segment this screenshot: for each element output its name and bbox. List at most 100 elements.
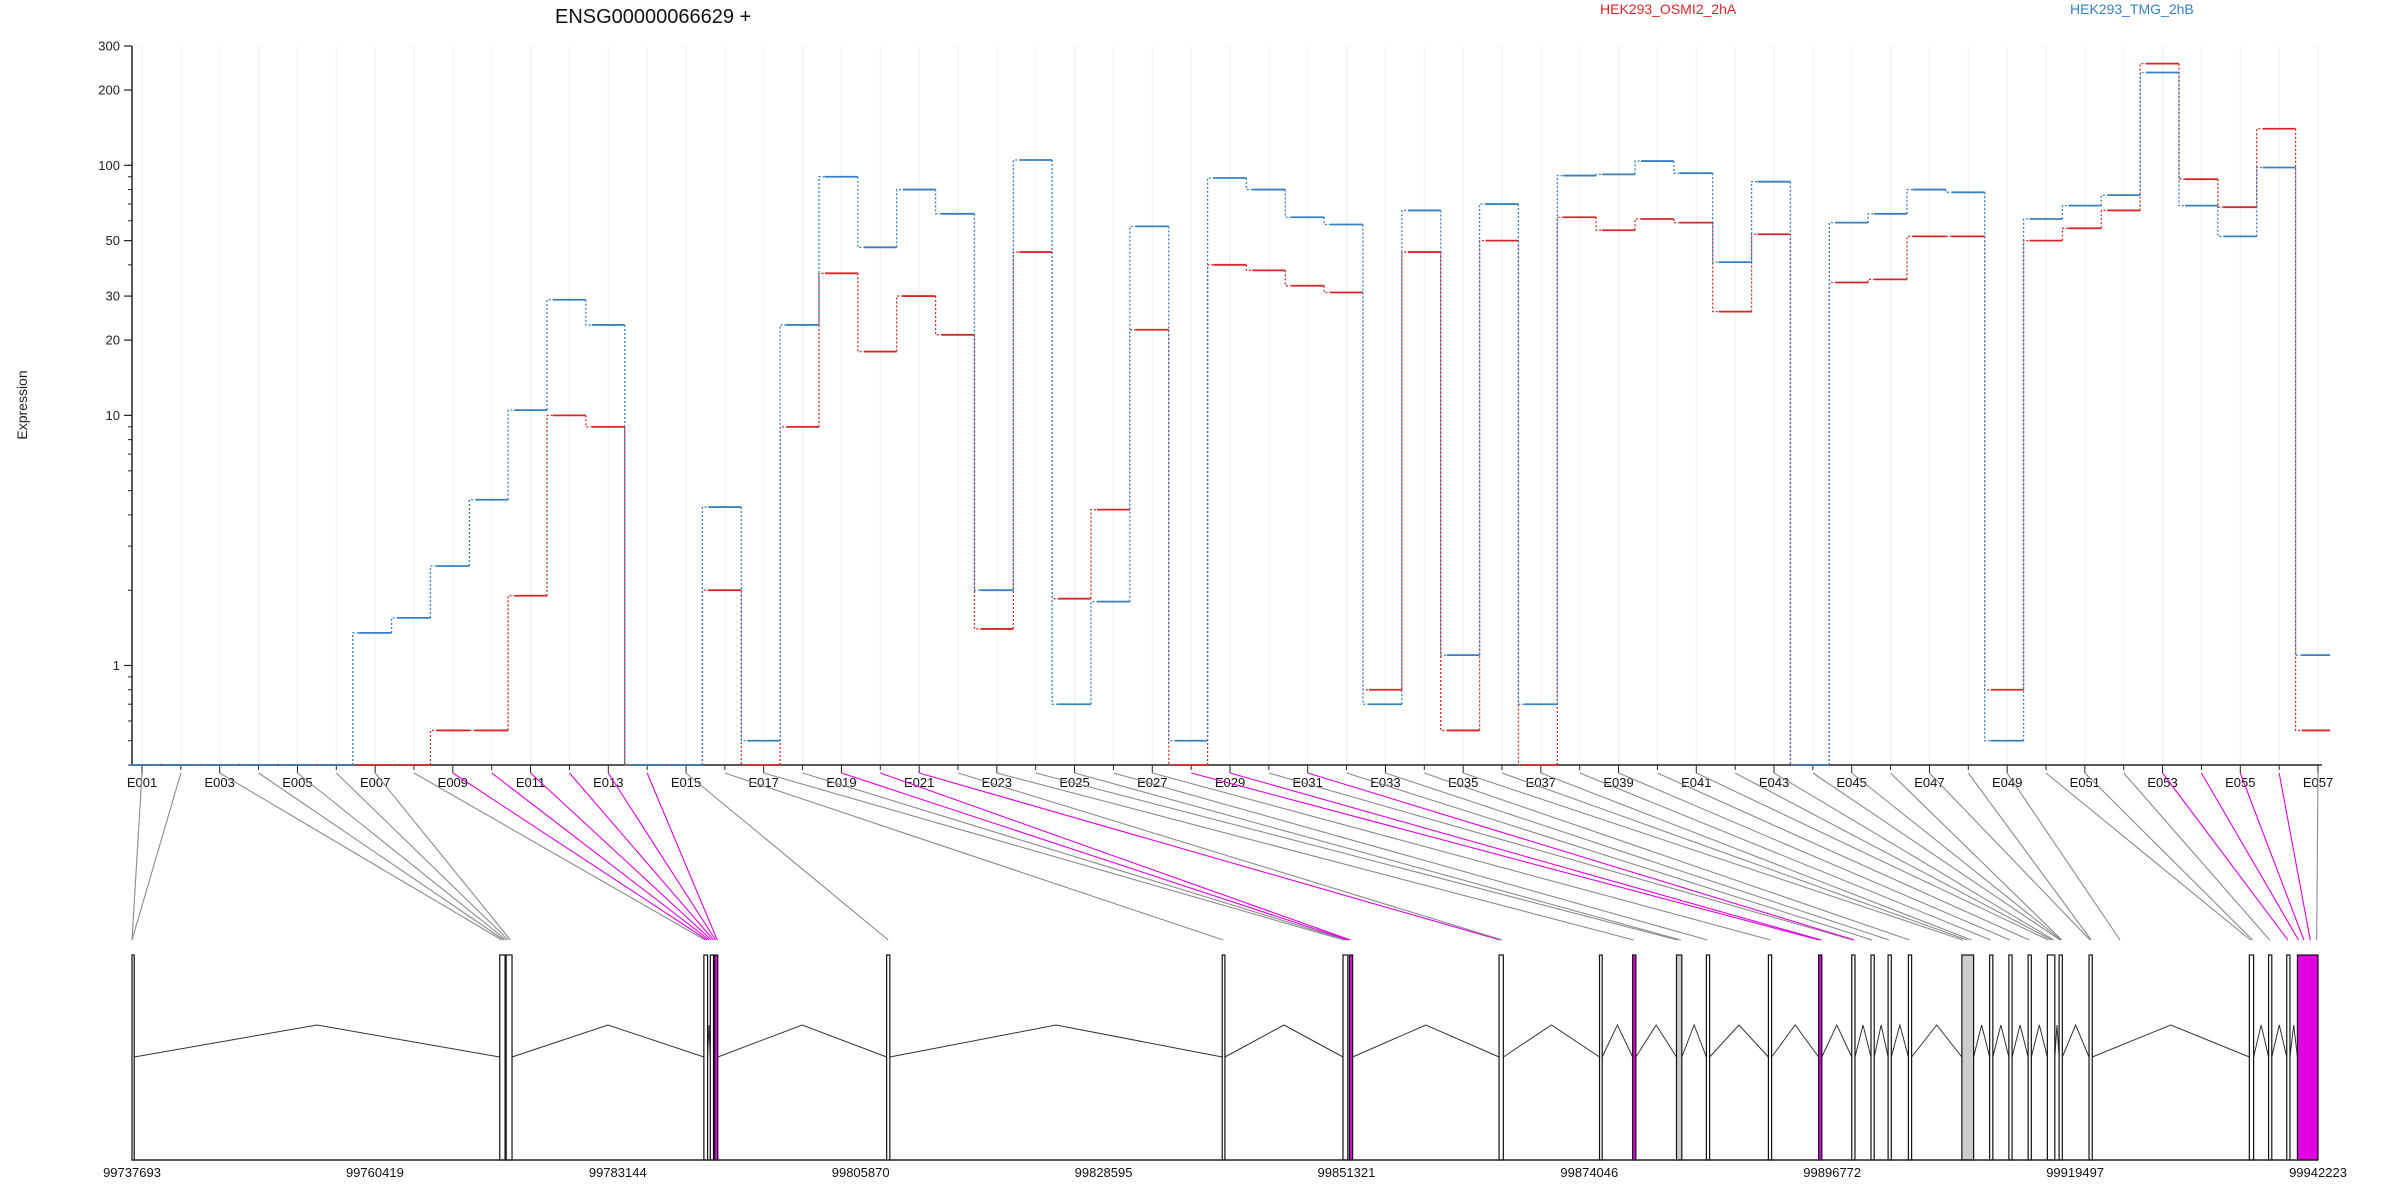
transition-line xyxy=(1206,264,1214,765)
transition-line xyxy=(2061,227,2069,241)
transition-line xyxy=(1051,252,1059,600)
x-tick-label: E055 xyxy=(2225,775,2255,790)
exon-connector xyxy=(1307,772,1855,941)
transition-line xyxy=(624,426,631,766)
intron-line xyxy=(1635,1024,1677,1058)
exon-connector xyxy=(2162,772,2289,941)
exon-connector xyxy=(1035,772,1678,941)
exon-connector xyxy=(1346,772,1873,941)
x-tick-label: E037 xyxy=(1526,775,1556,790)
x-tick-label: E009 xyxy=(438,775,468,790)
intron-line xyxy=(1681,1023,1707,1058)
transition-line xyxy=(1595,217,1603,231)
exon-connector xyxy=(2278,772,2311,941)
exon-box xyxy=(1818,954,1823,1161)
transition-line xyxy=(701,589,709,765)
transition-line xyxy=(1090,600,1097,705)
exon-box xyxy=(2088,954,2093,1161)
x-tick-label: E023 xyxy=(982,775,1012,790)
exon-box xyxy=(709,954,715,1161)
transition-line xyxy=(1245,264,1253,272)
exon-box xyxy=(1887,954,1892,1161)
transition-line xyxy=(934,296,942,336)
exon-connector xyxy=(1424,772,1910,941)
genomic-coordinate-axis: 99737693 99760419 99783144 99805870 99828595… xyxy=(103,1159,2347,1180)
transition-line xyxy=(1673,219,1680,224)
y-tick-label: 30 xyxy=(106,289,120,304)
exon-connector xyxy=(646,772,718,941)
transition-line xyxy=(507,595,515,731)
exon-connector xyxy=(957,772,1503,941)
transition-line xyxy=(1634,218,1641,231)
exon-connector xyxy=(1696,772,2049,941)
transition-line xyxy=(1168,226,1175,742)
exon-connector xyxy=(1385,772,1890,941)
transition-line xyxy=(1712,173,1719,263)
exon-box xyxy=(1767,954,1773,1161)
legend-series-2: HEK293_TMG_2hB xyxy=(2070,1,2194,17)
transition-line xyxy=(1517,204,1525,705)
transition-line xyxy=(546,414,553,596)
y-tick-label: 100 xyxy=(98,158,120,173)
coord-label: 99942223 xyxy=(2289,1165,2347,1180)
intron-line xyxy=(1890,1023,1909,1058)
exon-box xyxy=(2027,954,2032,1161)
coord-label: 99896772 xyxy=(1803,1165,1861,1180)
x-tick-label: E041 xyxy=(1681,775,1711,790)
exon-connector xyxy=(607,772,717,941)
transition-line xyxy=(1245,177,1253,191)
intron-line xyxy=(1873,1024,1889,1058)
transition-line xyxy=(740,590,748,766)
intron-line xyxy=(2061,1023,2090,1058)
series-2 xyxy=(130,71,2330,766)
exon-connector xyxy=(1152,772,1771,941)
legend-series-1: HEK293_OSMI2_2hA xyxy=(1600,1,1737,17)
exon-connector xyxy=(996,772,1634,941)
transition-line xyxy=(1634,160,1641,175)
exon-box xyxy=(703,954,709,1161)
exon-box xyxy=(1705,954,1711,1161)
intron-line xyxy=(2253,1024,2270,1058)
exon-connector xyxy=(1229,772,1822,941)
intron-line xyxy=(1709,1024,1769,1058)
exon-connector xyxy=(131,772,182,941)
exon-connector xyxy=(374,772,511,941)
transition-line xyxy=(2217,205,2224,237)
transition-line xyxy=(1206,177,1214,741)
transition-line xyxy=(1945,189,1952,193)
exon-connector xyxy=(258,772,505,941)
exon-box xyxy=(2008,954,2013,1161)
transition-line xyxy=(2100,209,2108,229)
exon-connector xyxy=(1812,772,2061,941)
exon-connector xyxy=(1074,772,1681,941)
intron-line xyxy=(1601,1023,1634,1058)
exon-connector xyxy=(452,772,708,941)
intron-line xyxy=(2092,1024,2250,1058)
y-tick-label: 1 xyxy=(113,658,120,673)
intron-line xyxy=(2011,1024,2029,1058)
transition-line xyxy=(818,176,825,325)
exon-connector xyxy=(131,772,143,941)
transition-line xyxy=(896,188,903,248)
exon-connector xyxy=(569,772,714,941)
intron-line xyxy=(1771,1024,1820,1058)
gene-structure-track xyxy=(131,954,2319,1161)
exon-box xyxy=(2058,954,2063,1161)
exon-connector xyxy=(1618,772,2011,941)
transition-line xyxy=(1789,181,1797,766)
transition-line xyxy=(1362,292,1369,691)
x-tick-label: E021 xyxy=(904,775,934,790)
exon-connector xyxy=(685,772,889,941)
intron-line xyxy=(1821,1023,1853,1058)
transition-line xyxy=(429,729,437,765)
x-tick-label: E011 xyxy=(516,775,545,790)
intron-line xyxy=(1973,1024,1991,1058)
y-tick-label: 10 xyxy=(106,408,120,423)
exon-connector xyxy=(2239,772,2305,941)
transition-line xyxy=(507,409,515,500)
exon-box xyxy=(2286,954,2291,1161)
exon-box xyxy=(2046,954,2056,1161)
y-axis: 1 10 20 30 50 100 200 300 xyxy=(98,39,133,766)
intron-line xyxy=(2030,1024,2048,1058)
transition-line xyxy=(585,415,592,428)
